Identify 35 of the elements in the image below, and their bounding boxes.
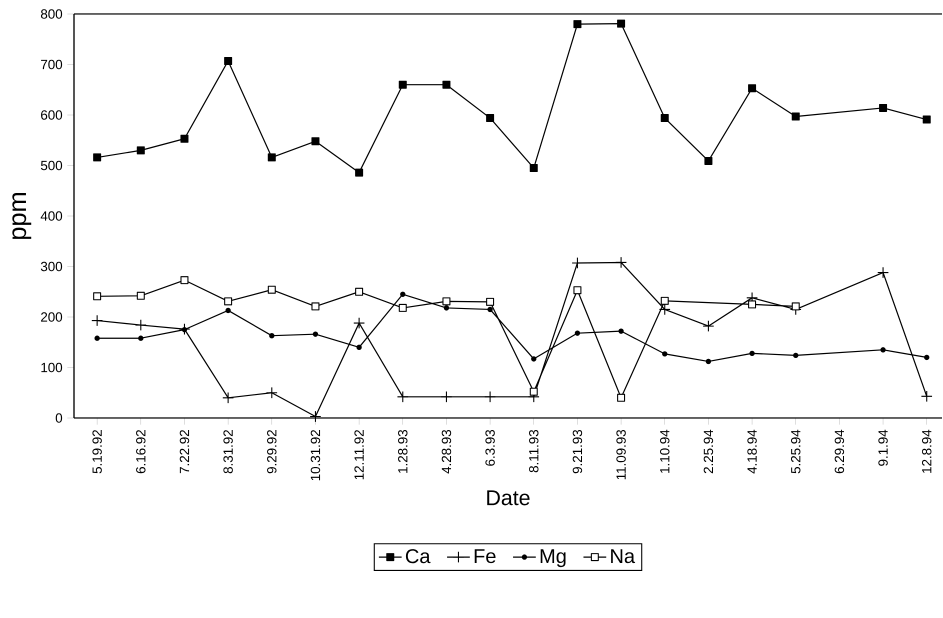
legend-label: Mg [540,549,566,568]
x-tick-label: 1.28.93 [398,430,408,473]
x-tick-label: 4.28.93 [442,430,452,474]
y-axis-title: ppm [12,193,32,240]
x-tick-label: 9.29.92 [267,430,277,474]
y-tick-label: 100 [41,362,62,372]
x-tick-label: 6.3.93 [485,430,495,466]
x-tick-label: 6.16.92 [136,430,146,474]
x-tick-label: 6.29.94 [834,430,844,474]
x-tick-label: 8.31.92 [223,430,233,474]
y-tick-label: 600 [41,110,62,120]
y-tick-label: 800 [40,9,62,19]
y-tick-label: 500 [40,160,62,170]
x-tick-label: 4.18.94 [747,430,757,474]
y-tick-label: 300 [40,262,62,272]
x-tick-label: 12.8.94 [922,430,932,473]
legend-label: Na [611,549,636,564]
y-tick-label: 200 [41,312,62,322]
y-tick-label: 700 [41,60,62,70]
x-tick-label: 5.25.94 [791,430,800,474]
x-tick-label: 12.11.92 [354,430,364,480]
legend-label: Fe [474,549,496,564]
x-axis-title: Date [487,490,530,506]
y-tick-label: 0 [56,413,62,423]
x-tick-label: 11.09.93 [616,430,626,480]
x-tick-label: 1.10.94 [660,430,670,473]
legend-label: Ca [406,549,430,564]
x-tick-label: 5.19.92 [92,430,102,474]
x-tick-label: 8.11.93 [529,430,538,472]
x-tick-label: 2.25.94 [704,430,714,474]
x-tick-label: 9.1.94 [878,430,888,466]
x-tick-label: 7.22.92 [180,430,190,474]
x-tick-label: 10.31.92 [310,430,320,480]
x-tick-label: 9.21.93 [572,430,582,474]
y-tick-label: 400 [40,211,62,221]
